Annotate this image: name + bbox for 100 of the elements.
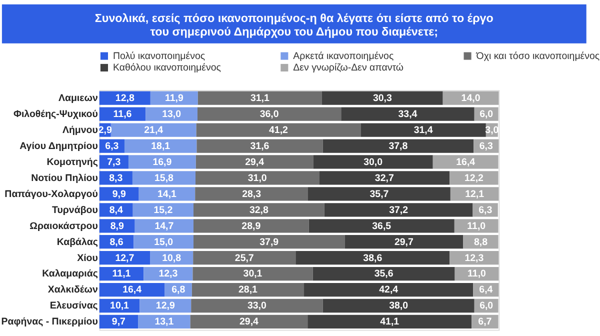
bar [138,187,196,201]
data-label: 7,3 [107,156,122,168]
data-label: 32,7 [374,172,394,184]
data-label: 29,4 [239,316,260,328]
data-label: 31,6 [250,140,270,152]
y-tick-label: Νοτίου Πηλίου [31,172,98,184]
data-label: 12,3 [158,268,178,280]
bar [196,171,320,185]
data-label: 6,3 [478,204,493,216]
data-label: 12,9 [156,300,176,312]
bar [341,107,474,121]
data-label: 42,4 [379,284,399,296]
data-label: 21,4 [144,124,164,136]
legend-label: Πολύ ικανοποιημένος [112,50,206,62]
legend-label: Δεν γνωρίζω-Δεν απαντώ [293,62,404,74]
bar [99,187,139,201]
data-label: 16,4 [122,284,142,296]
bar [192,282,304,297]
bar [313,155,433,169]
data-label: 15,0 [154,236,174,248]
data-label: 33,4 [398,108,418,120]
y-tick-label: Παπάγου-Χολαργού [4,188,98,200]
data-label: 31,0 [248,172,268,184]
data-label: 41,2 [269,124,289,136]
data-label: 35,7 [370,188,389,200]
data-label: 9,9 [112,188,126,200]
bar [124,139,197,153]
data-label: 16,4 [456,156,476,168]
data-label: 30,0 [364,156,384,168]
bar [99,155,128,169]
data-label: 11,0 [467,220,486,232]
data-label: 11,9 [164,93,184,104]
bar [196,139,323,153]
bar [322,139,474,153]
bar [198,91,322,105]
data-label: 6,0 [480,108,494,120]
bar [308,187,450,201]
data-label: 30,1 [243,268,263,280]
bar [308,314,472,329]
bar [194,235,345,249]
data-label: 6,8 [172,284,186,296]
data-label: 14,7 [154,220,174,232]
y-tick-label: Χαλκιδέων [48,284,98,296]
data-label: 30,3 [372,93,392,104]
y-tick-label: Καβάλας [56,236,98,248]
data-label: 29,4 [245,156,265,168]
data-label: 11,0 [468,268,487,280]
data-label: 12,1 [465,188,485,200]
data-label: 14,0 [461,93,481,104]
bar [344,235,464,249]
data-label: 14,1 [157,188,178,200]
y-tick-label: Καλαμαριάς [42,268,98,280]
bar [195,187,308,201]
bar [146,107,198,121]
bar [128,155,196,169]
data-label: 12,2 [464,172,484,184]
data-label: 12,7 [115,252,134,264]
data-label: 35,6 [374,268,394,280]
bar [197,107,342,121]
data-label: 13,1 [154,316,174,328]
data-label: 12,3 [464,252,484,264]
data-label: 6,3 [479,140,494,152]
data-label: 15,2 [154,204,174,216]
data-label: 33,0 [247,300,267,312]
data-label: 37,2 [389,204,409,216]
bar [319,171,450,185]
data-label: 36,0 [260,108,280,120]
bar [132,203,194,217]
data-label: 6,3 [105,140,120,152]
data-label: 25,7 [234,252,254,264]
y-tick-label: Αγίου Δημητρίου [20,140,98,152]
bar [322,91,443,105]
data-label: 37,9 [260,236,280,248]
y-tick-label: Ελευσίνας [50,300,98,312]
bar [322,298,474,313]
data-label: 11,6 [113,108,132,120]
bar [450,171,498,185]
bar [308,219,454,233]
bar [192,266,313,281]
bar [99,107,146,121]
y-tick-label: Λήμνου [62,124,98,136]
data-label: 10,1 [110,300,130,312]
bar [194,219,309,233]
bar [134,219,194,233]
y-tick-label: Κομοτηνής [46,156,98,168]
bar [312,266,455,281]
y-tick-label: Ραφήνας - Πικερμίου [1,316,98,328]
data-label: 15,8 [154,172,174,184]
data-label: 11,1 [112,268,132,280]
bar [196,123,361,137]
data-label: 8,6 [110,236,124,248]
bar [450,187,499,201]
data-label: 38,0 [389,300,409,312]
data-label: 31,1 [250,93,270,104]
data-label: 13,0 [162,108,182,120]
y-tick-label: Φιλοθέης-Ψυχικού [13,108,98,120]
bar [296,251,450,265]
data-label: 36,5 [372,220,392,232]
data-label: 37,8 [388,140,408,152]
data-label: 8,8 [474,236,488,248]
